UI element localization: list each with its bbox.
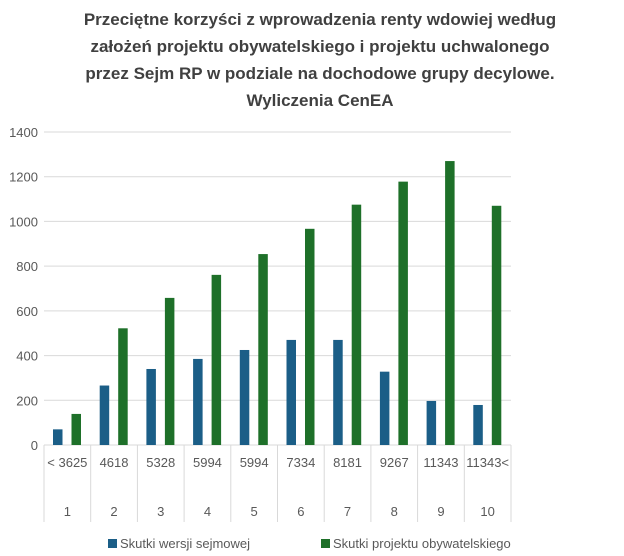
chart-title: Przeciętne korzyści z wprowadzenia renty… — [40, 6, 600, 114]
legend-item-obywatelski: Skutki projektu obywatelskiego — [321, 536, 511, 551]
bar-obywatelski — [118, 328, 128, 445]
bar-sejm — [426, 400, 437, 445]
y-tick-label: 400 — [16, 349, 38, 364]
legend-item-sejm: Skutki wersji sejmowej — [108, 536, 250, 551]
decile-label: 9 — [437, 504, 444, 519]
income-label: 8181 — [333, 455, 362, 470]
bar-sejm — [239, 349, 250, 445]
legend-label: Skutki wersji sejmowej — [120, 536, 251, 551]
income-label: 5994 — [193, 455, 222, 470]
legend-swatch — [108, 539, 117, 548]
decile-label: 10 — [480, 504, 494, 519]
bar-sejm — [333, 339, 343, 445]
decile-label: 4 — [204, 504, 211, 519]
bar-sejm — [99, 385, 110, 445]
income-label: 11343 — [423, 455, 458, 470]
y-tick-label: 200 — [16, 393, 38, 408]
bar-sejm — [146, 368, 156, 445]
bar-sejm — [473, 404, 483, 445]
income-label: 5328 — [146, 455, 175, 470]
legend-label: Skutki projektu obywatelskiego — [333, 536, 511, 551]
decile-label: 3 — [157, 504, 164, 519]
decile-label: 1 — [64, 504, 71, 519]
bar-obywatelski — [71, 413, 81, 445]
y-tick-label: 1000 — [9, 214, 38, 229]
y-tick-label: 600 — [16, 304, 38, 319]
title-line: Przeciętne korzyści z wprowadzenia renty… — [83, 10, 557, 29]
decile-label: 2 — [110, 504, 117, 519]
bar-obywatelski — [211, 274, 222, 445]
income-label: 9267 — [380, 455, 409, 470]
legend-swatch — [321, 539, 330, 548]
title-line: Wyliczenia CenEA — [246, 91, 394, 110]
income-label: < 3625 — [47, 455, 87, 470]
bar-obywatelski — [258, 254, 268, 445]
y-tick-label: 800 — [16, 259, 38, 274]
title-line: przez Sejm RP w podziale na dochodowe gr… — [85, 64, 555, 83]
bar-sejm — [379, 371, 390, 445]
y-tick-label: 0 — [31, 438, 38, 453]
bar-obywatelski — [351, 204, 362, 445]
y-tick-label: 1400 — [9, 125, 38, 140]
bar-obywatelski — [445, 161, 455, 446]
title-line: założeń projektu obywatelskiego i projek… — [90, 37, 550, 56]
y-tick-label: 1200 — [9, 170, 38, 185]
income-label: 7334 — [286, 455, 315, 470]
income-label: 4618 — [100, 455, 129, 470]
decile-label: 5 — [251, 504, 258, 519]
bar-obywatelski — [305, 228, 315, 445]
bar-obywatelski — [491, 205, 502, 445]
income-label: 11343< — [466, 455, 509, 470]
bar-obywatelski — [164, 297, 175, 445]
bar-sejm — [286, 339, 296, 445]
bar-sejm — [193, 358, 203, 445]
decile-label: 6 — [297, 504, 304, 519]
bar-sejm — [53, 429, 63, 445]
decile-label: 8 — [391, 504, 398, 519]
bar-obywatelski — [398, 181, 408, 445]
decile-label: 7 — [344, 504, 351, 519]
income-label: 5994 — [240, 455, 269, 470]
